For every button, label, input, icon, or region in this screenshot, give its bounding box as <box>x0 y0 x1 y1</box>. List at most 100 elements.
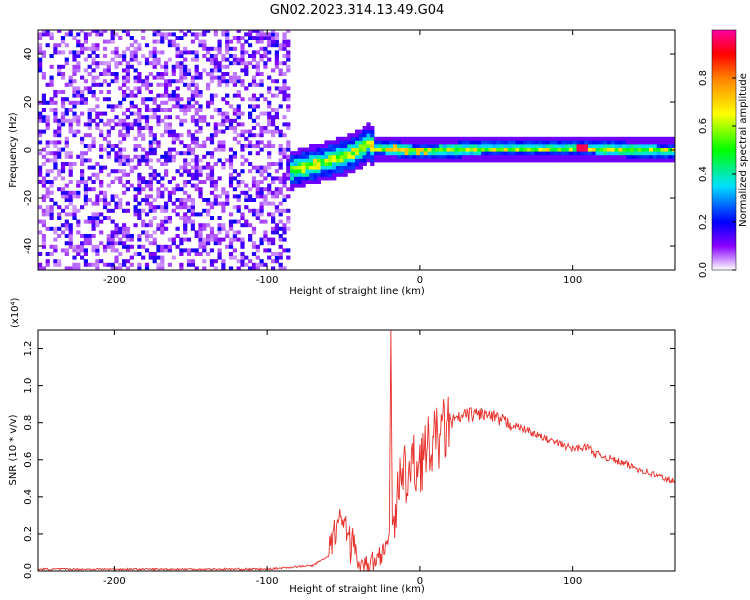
spectrogram-cell <box>240 169 245 174</box>
spectrogram-cell <box>282 226 287 231</box>
spectrogram-cell <box>213 126 218 130</box>
spectrogram-cell <box>271 79 276 84</box>
spectrogram-cell <box>80 75 85 80</box>
spectrogram-cell <box>190 32 195 37</box>
spectrogram-cell <box>38 180 43 184</box>
spectrogram-cell <box>148 255 153 260</box>
spectrogram-cell <box>38 100 43 105</box>
spectrogram-cell <box>633 144 638 148</box>
spectrogram-cell <box>202 248 207 253</box>
spectrogram-cell <box>351 158 356 163</box>
spectrogram-cell <box>511 147 516 152</box>
spectrogram-cell <box>148 144 153 148</box>
spectrogram-cell <box>255 248 260 253</box>
spectrogram-cell <box>213 68 218 73</box>
spectrogram-cell <box>122 93 127 98</box>
spectrogram-cell <box>358 144 363 148</box>
spectrogram-cell <box>221 118 226 123</box>
spectrogram-cell <box>76 266 81 270</box>
spectrogram-cell <box>660 136 665 141</box>
spectrogram-cell <box>110 50 115 55</box>
spectrogram-cell <box>133 194 138 199</box>
spectrogram-cell <box>626 151 631 156</box>
spectrogram-cell <box>99 30 104 33</box>
spectrogram-cell <box>137 237 142 242</box>
spectrogram-cell <box>137 122 142 127</box>
spectrogram-cell <box>232 79 237 84</box>
spectrogram-cell <box>41 115 46 120</box>
spectrogram-cell <box>190 212 195 217</box>
spectrogram-cell <box>355 147 360 152</box>
spectrogram-cell <box>652 144 658 148</box>
spectrogram-cell <box>278 190 283 195</box>
spectrogram-cell <box>267 104 272 109</box>
spectrogram-cell <box>72 208 77 213</box>
spectrogram-cell <box>236 108 241 112</box>
spectrogram-cell <box>236 140 241 145</box>
spectrogram-cell <box>545 140 551 145</box>
spectrogram-cell <box>255 165 260 170</box>
spectrogram-cell <box>41 183 46 188</box>
spectrogram-cell <box>305 176 310 181</box>
spectrogram-cell <box>263 97 268 102</box>
spectrogram-cell <box>320 144 325 148</box>
spectrogram-cell <box>160 226 165 231</box>
spectrogram-x-tick-label: -200 <box>103 275 126 286</box>
spectrogram-cell <box>271 219 276 224</box>
spectrogram-cell <box>297 151 302 156</box>
spectrogram-cell <box>202 115 207 120</box>
spectrogram-cell <box>274 190 279 195</box>
spectrogram-cell <box>496 154 501 159</box>
spectrogram-cell <box>347 169 352 174</box>
spectrogram-cell <box>167 43 172 48</box>
spectrogram-cell <box>381 144 386 148</box>
spectrogram-cell <box>95 54 100 58</box>
spectrogram-cell <box>179 237 184 242</box>
spectrogram-cell <box>259 165 264 170</box>
spectrogram-cell <box>503 154 509 159</box>
spectrogram-cell <box>236 111 241 116</box>
spectrogram-cell <box>664 158 669 163</box>
spectrogram-cell <box>549 136 554 141</box>
spectrogram-cell <box>652 147 658 152</box>
spectrogram-cell <box>198 108 203 112</box>
spectrogram-cell <box>122 234 127 238</box>
spectrogram-cell <box>293 165 299 170</box>
spectrogram-cell <box>267 57 272 62</box>
spectrogram-cell <box>91 244 96 249</box>
spectrogram-cell <box>125 93 130 98</box>
spectrogram-cell <box>584 151 589 156</box>
spectrogram-cell <box>133 68 138 73</box>
spectrogram-cell <box>57 50 62 55</box>
spectrogram-cell <box>358 129 363 134</box>
spectrogram-cell <box>248 259 253 264</box>
spectrogram-cell <box>400 154 405 159</box>
spectrogram-cell <box>152 198 157 202</box>
spectrogram-cell <box>309 180 314 184</box>
spectrogram-cell <box>68 180 73 184</box>
spectrogram-cell <box>652 151 658 156</box>
spectrogram-cell <box>549 154 554 159</box>
spectrogram-cell <box>439 151 444 156</box>
spectrogram-cell <box>400 151 405 156</box>
spectrogram-cell <box>339 136 344 141</box>
spectrogram-cell <box>64 43 69 48</box>
spectrogram-cell <box>419 147 425 152</box>
spectrogram-cell <box>370 144 375 148</box>
spectrogram-cell <box>72 133 77 138</box>
spectrogram-cell <box>38 230 43 235</box>
spectrogram-cell <box>286 165 291 170</box>
spectrogram-cell <box>255 208 260 213</box>
spectrogram-cell <box>99 82 104 87</box>
spectrogram-cell <box>465 147 470 152</box>
spectrogram-cell <box>152 147 157 152</box>
spectrogram-cell <box>190 50 195 55</box>
spectrogram-cell <box>118 140 123 145</box>
spectrogram-cell <box>664 136 669 141</box>
spectrogram-cell <box>450 147 455 152</box>
spectrogram-cell <box>110 262 115 267</box>
spectrogram-cell <box>68 30 73 33</box>
spectrogram-cell <box>255 180 260 184</box>
spectrogram-cell <box>76 223 81 228</box>
spectrogram-cell <box>125 129 130 134</box>
